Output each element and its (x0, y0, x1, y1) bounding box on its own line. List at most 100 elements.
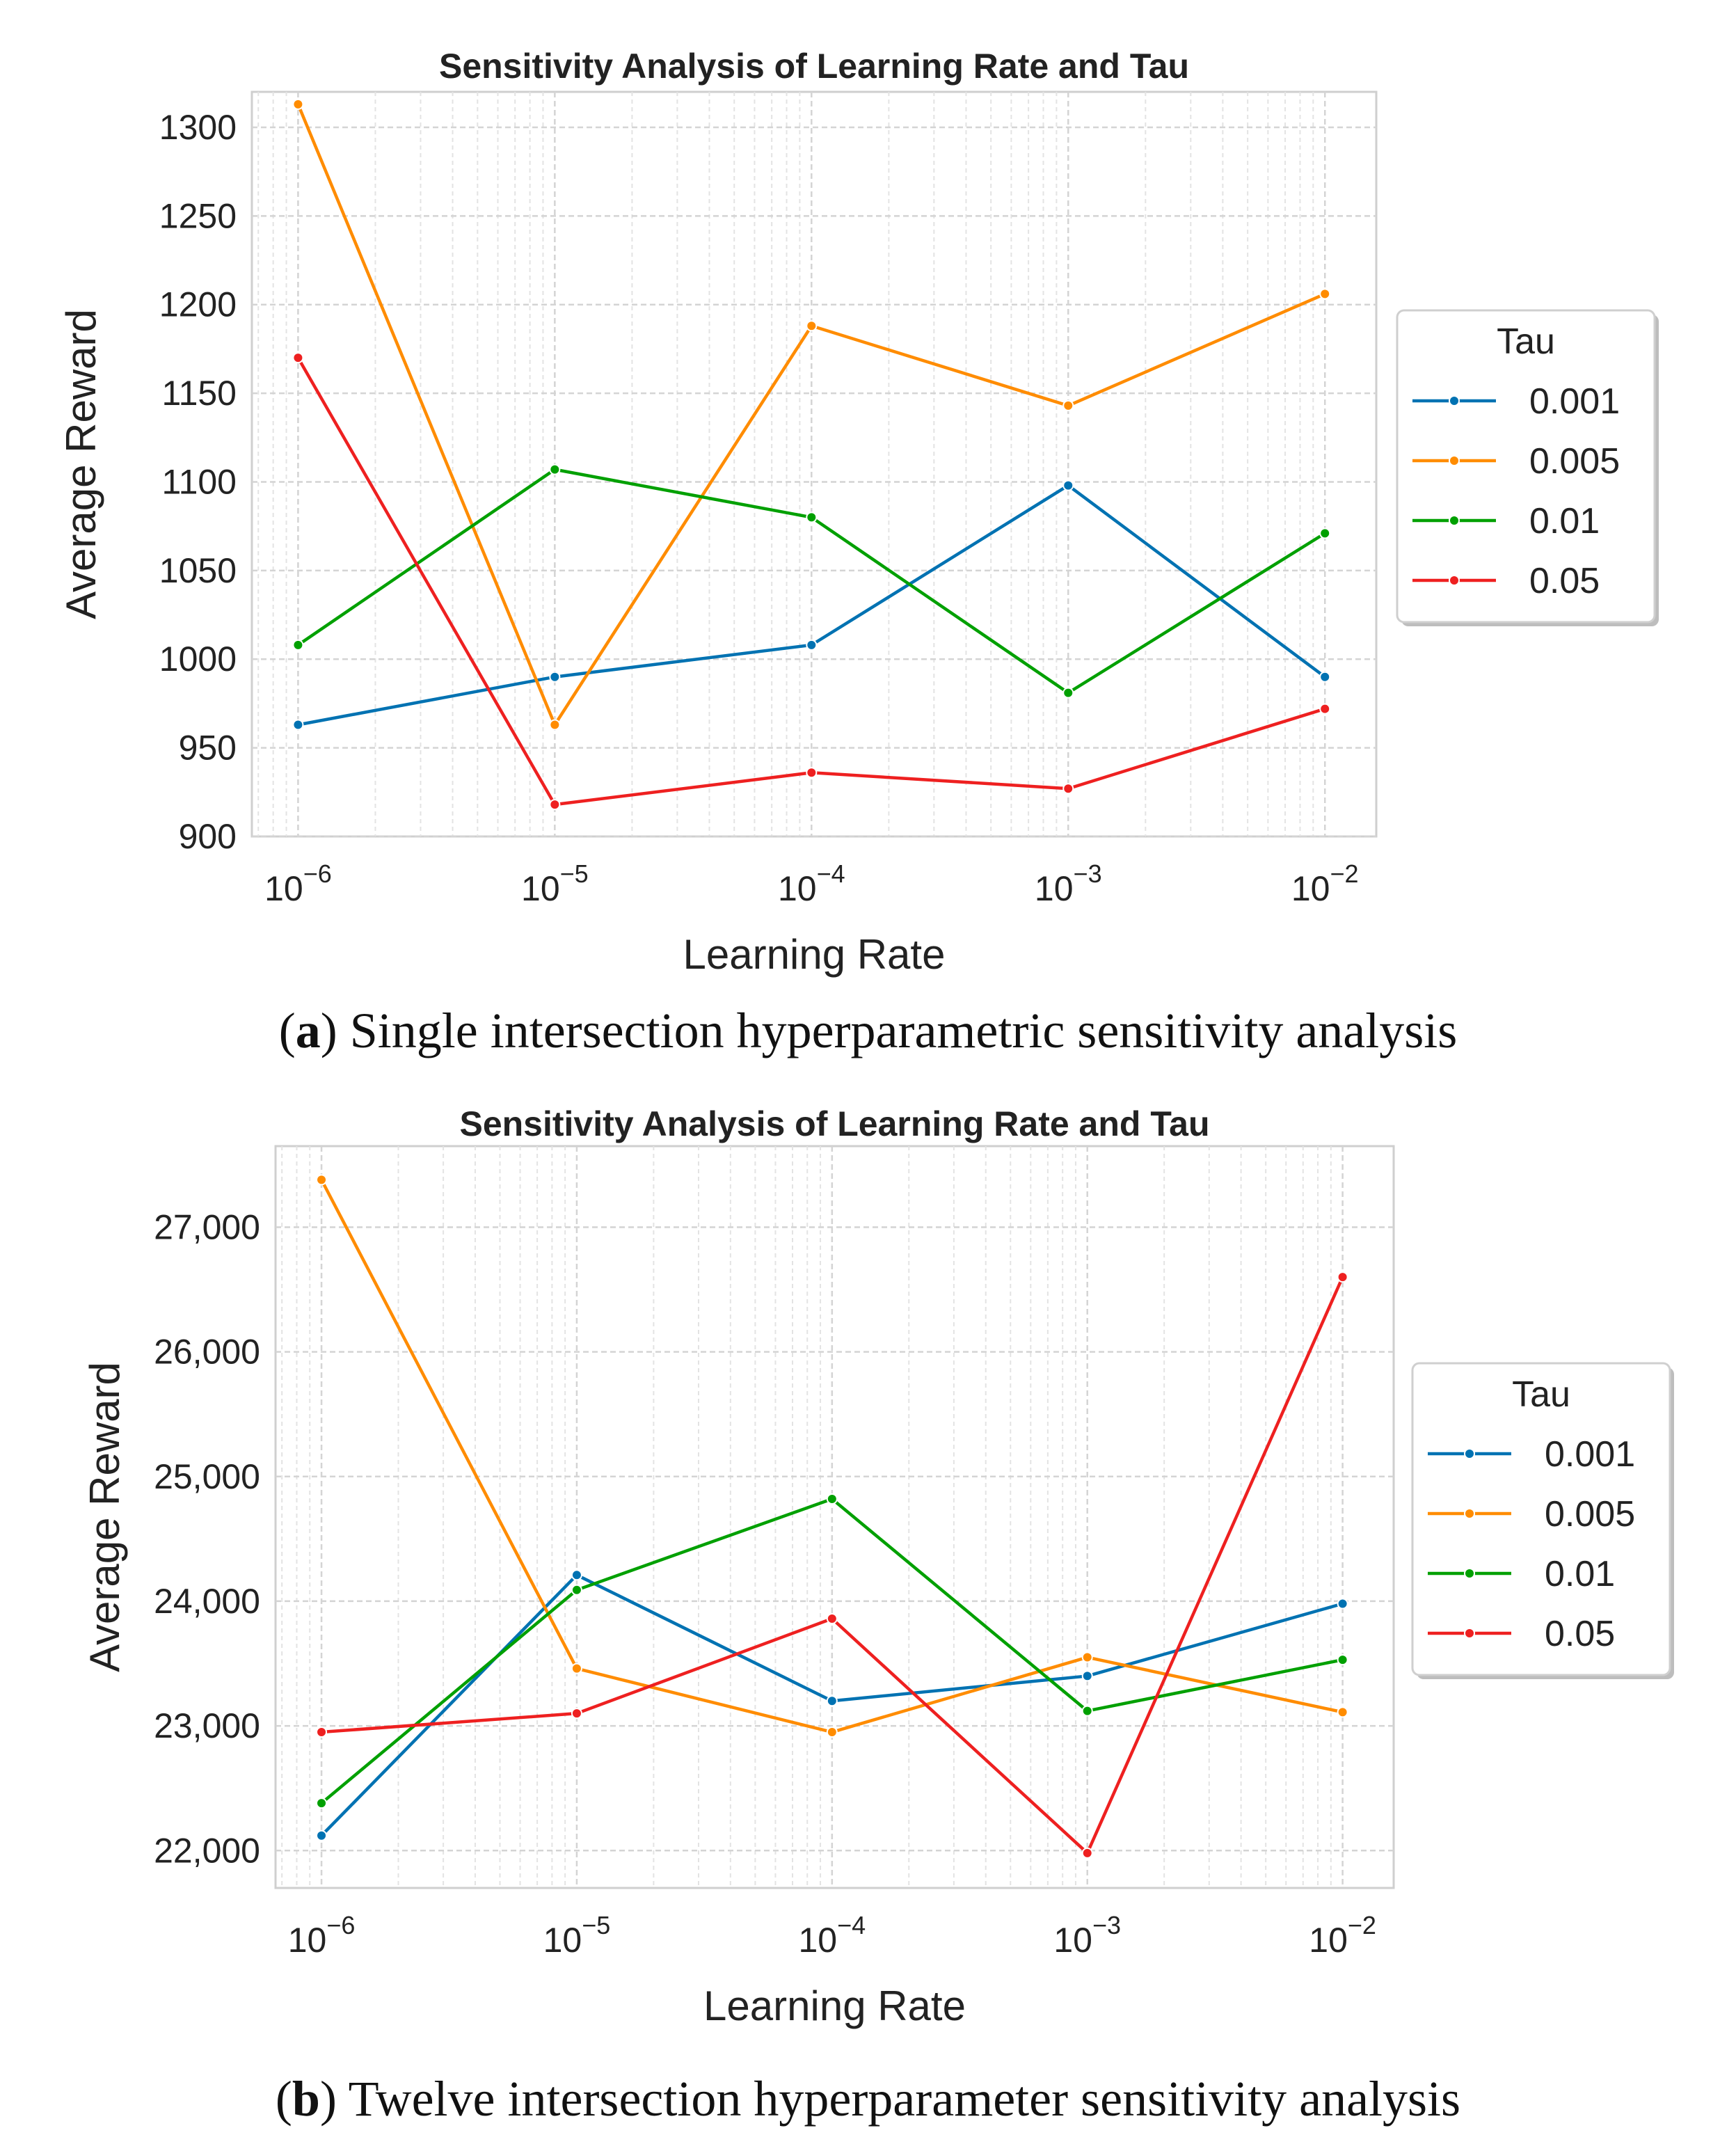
c1-legend-label-0.01: 0.01 (1545, 1554, 1615, 1594)
c1-legend-marker-0.01 (1464, 1568, 1475, 1579)
c1-title: Sensitivity Analysis of Learning Rate an… (459, 1104, 1209, 1143)
c1-data-point-0.05 (1081, 1847, 1093, 1859)
c0-data-point-0.05 (806, 767, 818, 779)
c1-data-point-0.005 (826, 1727, 838, 1738)
c0-y-tick-label: 950 (179, 729, 237, 768)
c0-data-point-0.005 (806, 320, 818, 332)
c0-y-tick-label: 1250 (159, 196, 237, 235)
c1-data-point-0.05 (571, 1708, 582, 1720)
c1-legend-marker-0.001 (1464, 1448, 1475, 1459)
c0-y-tick-label: 1000 (159, 640, 237, 678)
caption-b-text: Twelve intersection hyperparameter sensi… (348, 2071, 1461, 2127)
c1-data-point-0.005 (571, 1662, 582, 1674)
c0-legend-box (1396, 309, 1656, 624)
c1-data-point-0.01 (1337, 1654, 1348, 1666)
c1-y-tick-label: 25,000 (154, 1457, 260, 1496)
c0-data-point-0.05 (549, 799, 561, 811)
c1-y-tick-label: 22,000 (154, 1831, 260, 1870)
c0-data-point-0.005 (1062, 399, 1074, 411)
c1-y-tick-label: 24,000 (154, 1582, 260, 1621)
c0-y-tick-label: 1150 (161, 374, 237, 413)
c0-legend-label-0.001: 0.001 (1529, 381, 1620, 422)
c0-x-axis-label: Learning Rate (683, 931, 946, 978)
c1-x-tick-label: 10−3 (1053, 1911, 1121, 1960)
caption-a-label: a (295, 1003, 321, 1058)
caption-b: (b) Twelve intersection hyperparameter s… (275, 2071, 1461, 2127)
c0-data-point-0.01 (549, 463, 561, 475)
caption-b-label: b (292, 2071, 320, 2127)
c0-y-axis-label: Average Reward (58, 309, 104, 619)
c0-data-point-0.01 (806, 511, 818, 523)
c1-x-tick-label: 10−2 (1309, 1911, 1376, 1960)
c1-x-axis-label: Learning Rate (703, 1983, 966, 2029)
c1-y-axis-label: Average Reward (81, 1362, 128, 1672)
c0-data-point-0.01 (1319, 527, 1331, 539)
c0-data-point-0.001 (1319, 671, 1331, 683)
c1-legend-label-0.001: 0.001 (1545, 1434, 1635, 1475)
c0-legend-label-0.01: 0.01 (1529, 501, 1600, 541)
c0-data-point-0.005 (1319, 288, 1331, 300)
c0-legend-marker-0.05 (1449, 575, 1460, 586)
c1-legend-label-0.05: 0.05 (1545, 1614, 1615, 1654)
chart-panel-a: 900 950 1000 1050 1100 1150 1200 1250 1300 10−6 10… (0, 0, 1736, 1075)
c1-data-point-0.01 (316, 1797, 328, 1809)
c1-data-point-0.001 (316, 1829, 328, 1841)
c0-data-point-0.05 (1319, 703, 1331, 715)
c1-legend-marker-0.005 (1464, 1508, 1475, 1519)
c0-data-point-0.001 (292, 719, 304, 731)
c1-x-tick-label: 10−5 (543, 1911, 611, 1960)
c0-data-point-0.01 (292, 639, 304, 651)
c1-plot-area (274, 1145, 1395, 1889)
c0-data-point-0.05 (1062, 783, 1074, 795)
caption-a: (a) Single intersection hyperparametric … (278, 1003, 1458, 1058)
c0-x-tick-label: 10−2 (1291, 859, 1359, 908)
c0-y-tick-label: 900 (179, 817, 237, 856)
c0-x-tick-label: 10−3 (1035, 859, 1102, 908)
c1-minor-grid (281, 1146, 1332, 1888)
c1-data-point-0.05 (316, 1727, 328, 1738)
c1-data-point-0.001 (1337, 1598, 1348, 1610)
c0-legend-marker-0.005 (1449, 455, 1460, 466)
c0-x-tick-label: 10−5 (521, 859, 589, 908)
c0-title: Sensitivity Analysis of Learning Rate an… (439, 47, 1189, 86)
chart-a: 900 950 1000 1050 1100 1150 1200 1250 1300 10−6 10… (58, 47, 1659, 978)
caption-a-text: Single intersection hyperparametric sens… (349, 1003, 1458, 1058)
c0-data-point-0.001 (549, 671, 561, 683)
c1-legend-marker-0.05 (1464, 1628, 1475, 1639)
c0-legend-marker-0.001 (1449, 395, 1460, 406)
c1-data-point-0.005 (1081, 1651, 1093, 1663)
c1-y-tick-label: 26,000 (154, 1333, 260, 1372)
c0-data-point-0.005 (549, 719, 561, 731)
c0-data-point-0.05 (292, 352, 304, 364)
c1-data-point-0.01 (1081, 1705, 1093, 1717)
chart-panel-b: 22,000 23,000 24,000 25,000 26,000 27,000 10−6… (0, 1075, 1736, 2151)
c1-data-point-0.005 (316, 1174, 328, 1186)
c0-data-point-0.01 (1062, 687, 1074, 699)
c1-data-point-0.05 (826, 1613, 838, 1625)
c0-legend-label-0.005: 0.005 (1529, 441, 1620, 482)
chart-b: 22,000 23,000 24,000 25,000 26,000 27,000 10−6… (81, 1104, 1674, 2029)
c0-legend-label-0.05: 0.05 (1529, 561, 1600, 601)
c1-legend-label-0.005: 0.005 (1545, 1494, 1635, 1534)
c1-data-point-0.001 (826, 1695, 838, 1707)
c0-legend-title: Tau (1497, 322, 1555, 362)
c1-data-point-0.001 (1081, 1670, 1093, 1682)
c0-x-tick-label: 10−6 (264, 859, 332, 908)
c1-y-tick-label: 23,000 (154, 1706, 260, 1745)
c1-data-point-0.005 (1337, 1706, 1348, 1718)
c0-y-tick-label: 1200 (159, 285, 237, 324)
c0-data-point-0.001 (1062, 479, 1074, 491)
c1-data-point-0.01 (571, 1584, 582, 1596)
c1-data-point-0.01 (826, 1493, 838, 1505)
c1-data-point-0.001 (571, 1569, 582, 1581)
c0-y-tick-label: 1050 (159, 551, 237, 590)
c1-legend-title: Tau (1512, 1374, 1570, 1415)
c1-x-tick-label: 10−4 (798, 1911, 866, 1960)
c0-legend-marker-0.01 (1449, 515, 1460, 526)
c0-data-point-0.005 (292, 98, 304, 110)
c0-plot-area (250, 90, 1378, 838)
c1-y-tick-label: 27,000 (154, 1207, 260, 1246)
c0-y-tick-label: 1300 (159, 108, 237, 147)
c1-x-tick-label: 10−6 (288, 1911, 356, 1960)
c1-legend-box (1411, 1362, 1671, 1676)
